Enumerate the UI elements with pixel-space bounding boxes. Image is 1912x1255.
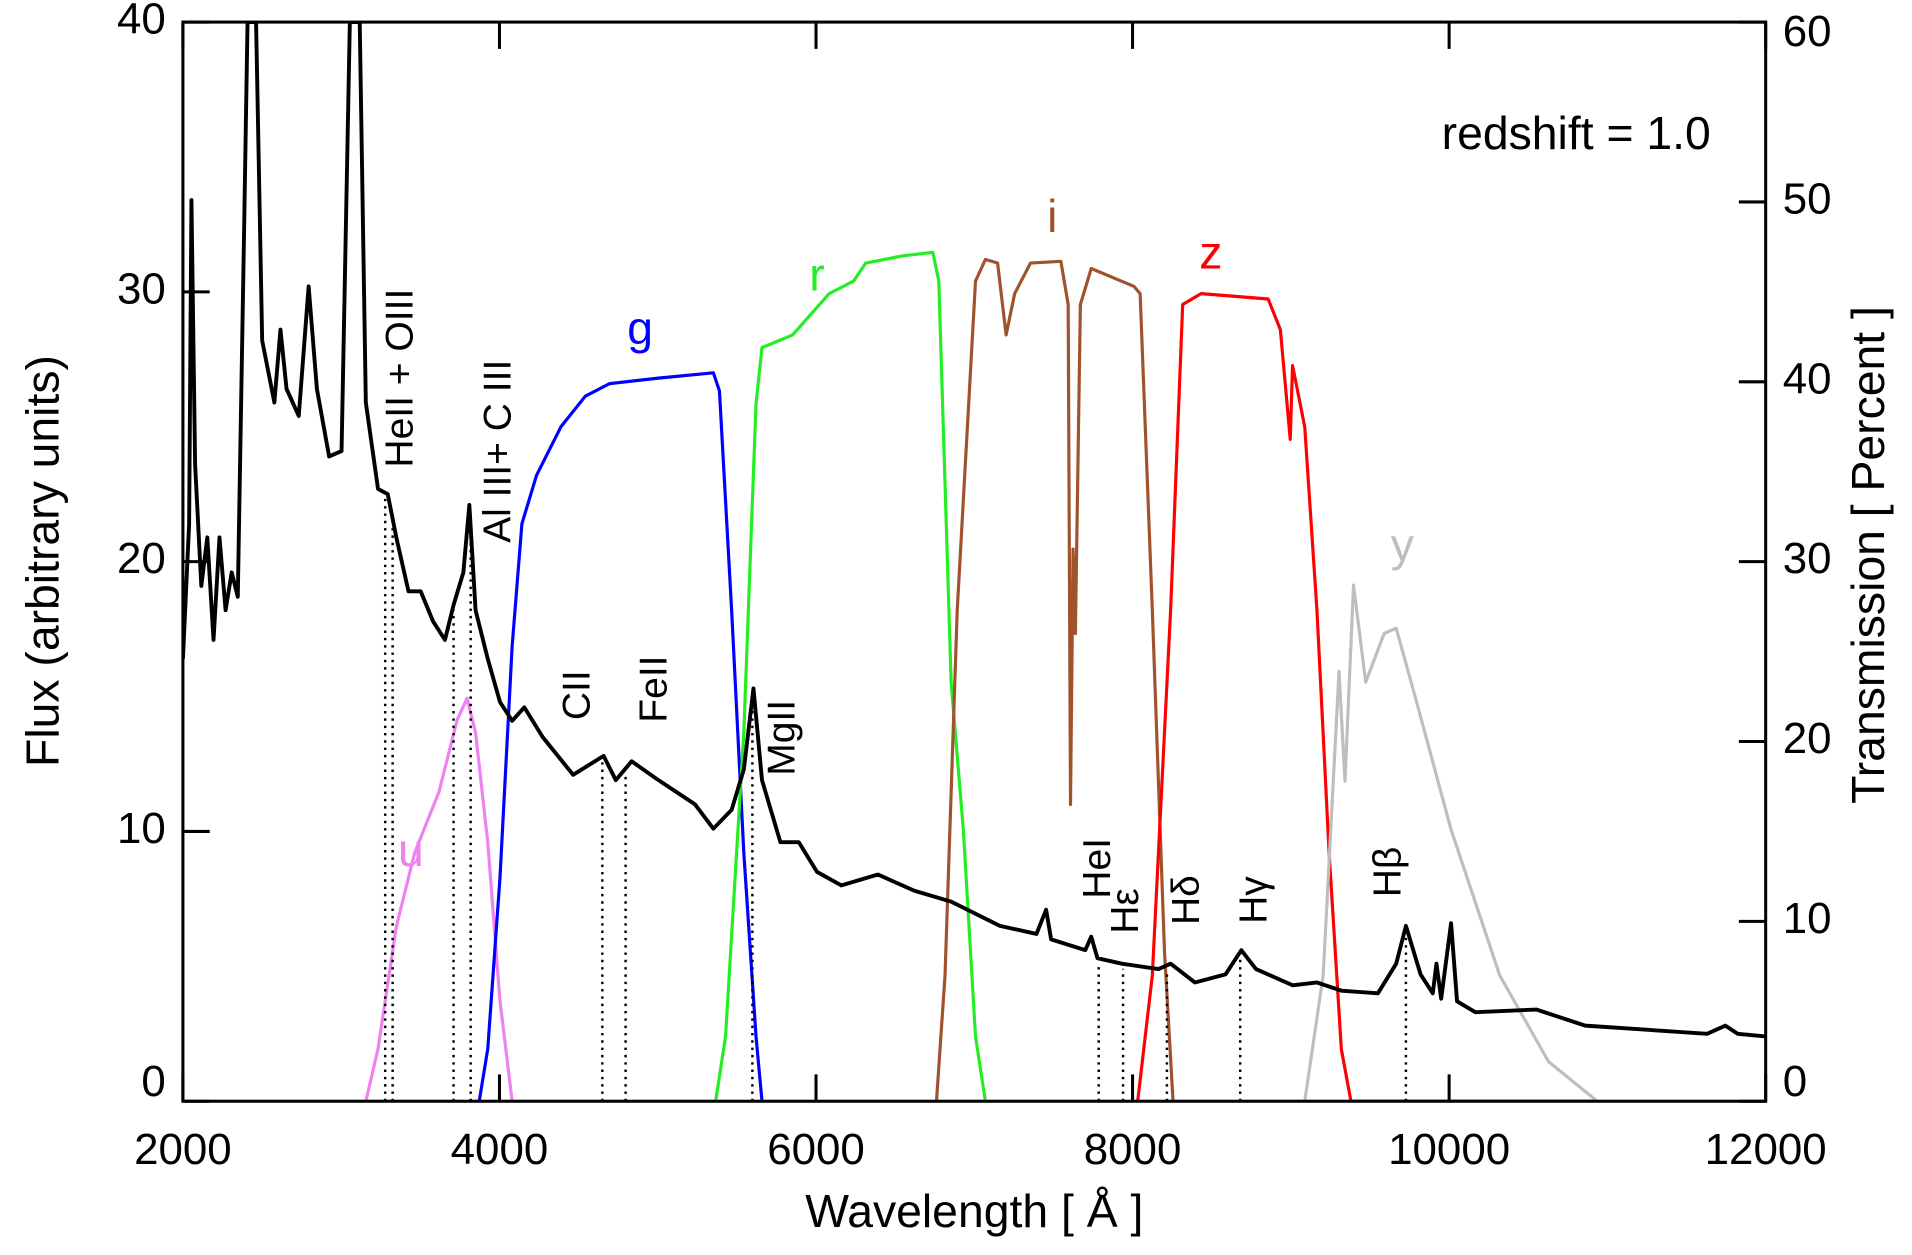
y2-tick-label: 50	[1783, 175, 1832, 224]
line-label: FeII	[632, 655, 675, 722]
x-tick-label: 6000	[767, 1125, 865, 1174]
line-label: Hδ	[1165, 875, 1208, 925]
spectrum-line	[182, 22, 1766, 1039]
filter-label: u	[398, 824, 424, 876]
filter-curve	[364, 696, 514, 1102]
filter-curve	[1136, 292, 1598, 1102]
line-label: Hγ	[1232, 876, 1275, 924]
filter-label: y	[1391, 519, 1415, 571]
x-tick-label: 2000	[134, 1125, 232, 1174]
y-tick-label: 0	[141, 1057, 165, 1106]
y2-tick-label: 0	[1783, 1057, 1807, 1106]
x-tick-label: 8000	[1084, 1125, 1182, 1174]
plot-frame	[181, 20, 1768, 1103]
line-label: CII	[556, 670, 599, 720]
x-tick-label: 12000	[1705, 1125, 1827, 1174]
line-label: HeI	[1076, 838, 1119, 899]
filter-curve	[934, 257, 1175, 1102]
line-label: MgII	[760, 700, 803, 776]
y2-tick-label: 40	[1783, 354, 1832, 403]
line-label: Al III+ C III	[476, 360, 519, 543]
y-tick-label: 20	[117, 534, 166, 583]
annotation: redshift = 1.0	[1442, 107, 1711, 159]
filter-label: z	[1199, 226, 1222, 278]
y2-tick-label: 10	[1783, 894, 1832, 943]
filter-label: g	[627, 302, 653, 354]
y2-tick-label: 60	[1783, 7, 1832, 56]
y2-tick-label: 30	[1783, 534, 1832, 583]
filter-curve	[1303, 583, 1599, 1102]
y-tick-label: 40	[117, 0, 166, 44]
line-label: HeII + OIII	[379, 289, 422, 468]
filter-label: i	[1047, 190, 1057, 242]
x-tick-label: 4000	[451, 1125, 549, 1174]
filter-label: r	[809, 248, 824, 300]
filter-curve	[714, 250, 987, 1102]
y-tick-label: 10	[117, 804, 166, 853]
line-label: Hε	[1104, 888, 1147, 934]
x-axis-title: Wavelength [ Å ]	[805, 1185, 1143, 1237]
x-tick-label: 10000	[1388, 1125, 1510, 1174]
y2-tick-label: 20	[1783, 714, 1832, 763]
y-axis-title: Flux (arbitrary units)	[17, 355, 69, 767]
line-label: Hβ	[1366, 847, 1409, 898]
y-tick-label: 30	[117, 264, 166, 313]
y2-axis-title: Transmission [ Percent ]	[1842, 306, 1894, 804]
filter-curve	[477, 371, 764, 1102]
